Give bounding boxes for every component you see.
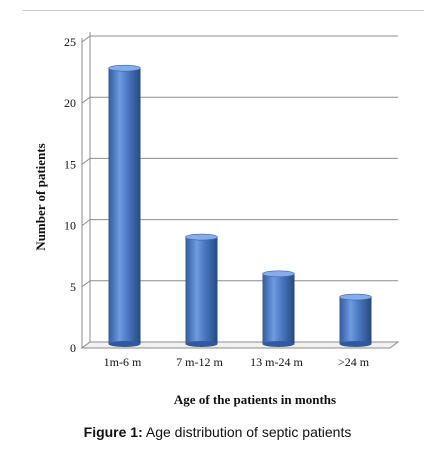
figure-caption: Figure 1: Age distribution of septic pat… (0, 424, 435, 440)
x-tick-label: 13 m-24 m (250, 355, 303, 369)
x-tick-label: 7 m-12 m (176, 355, 223, 369)
bar (339, 293, 372, 347)
y-tick-label: 0 (70, 341, 76, 355)
y-tick-label: 25 (64, 35, 76, 49)
y-tick-label: 15 (64, 157, 76, 171)
bars (108, 64, 372, 347)
y-tick-label: 10 (64, 219, 76, 233)
chart-floor (80, 341, 400, 349)
x-tick-labels: 1m-6 m 7 m-12 m 13 m-24 m >24 m (104, 355, 370, 369)
gridline (81, 35, 398, 43)
bar (262, 270, 295, 347)
top-rule (22, 10, 424, 11)
y-axis-wall (81, 32, 91, 348)
caption-prefix: Figure 1: (83, 424, 143, 440)
bar (185, 233, 218, 347)
y-tick-label: 20 (64, 96, 76, 110)
y-axis-label: Number of patients (33, 143, 48, 250)
x-axis-label: Age of the patients in months (174, 392, 336, 407)
y-tick-labels: 0 5 10 15 20 25 (64, 35, 76, 355)
y-tick-label: 5 (70, 280, 76, 294)
axes (80, 32, 400, 349)
x-tick-label: >24 m (338, 355, 370, 369)
bar (108, 64, 141, 347)
caption-text: Age distribution of septic patients (142, 424, 352, 440)
x-tick-label: 1m-6 m (104, 355, 142, 369)
